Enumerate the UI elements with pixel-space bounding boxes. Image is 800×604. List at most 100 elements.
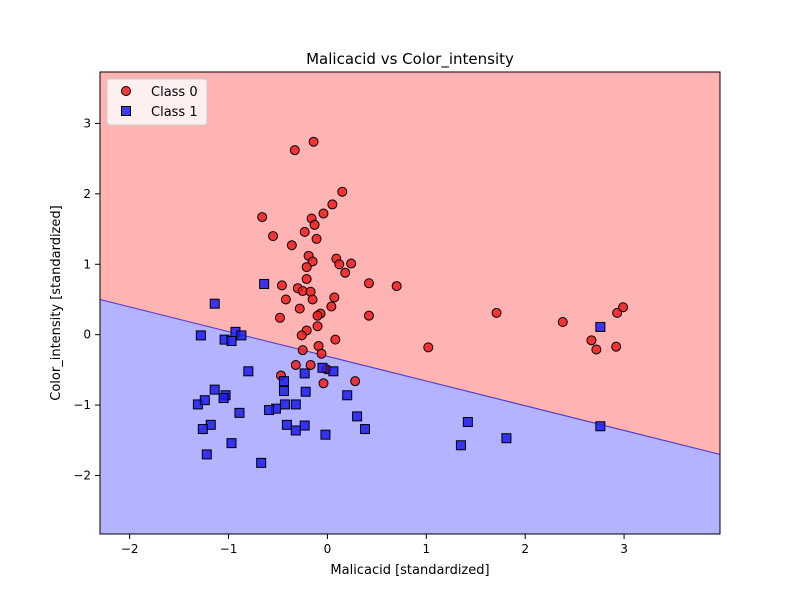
data-point-class-1 <box>209 384 220 395</box>
data-point-class-0 <box>318 378 329 389</box>
data-point-class-1 <box>209 298 220 309</box>
data-point-class-0 <box>327 199 338 210</box>
data-point-class-1 <box>328 366 339 377</box>
data-point-class-0 <box>423 342 434 353</box>
data-point-class-1 <box>360 424 371 435</box>
x-axis: −2 −1 0 1 2 3 <box>121 534 628 556</box>
data-point-class-0 <box>305 359 316 370</box>
data-point-class-0 <box>329 292 340 303</box>
x-tick-label: −1 <box>220 542 238 556</box>
data-point-class-0 <box>307 256 318 267</box>
data-point-class-1 <box>256 457 267 468</box>
data-point-class-0 <box>557 317 568 328</box>
region-class-1 <box>100 299 720 534</box>
data-point-class-1 <box>226 336 237 347</box>
legend-label-class-1: Class 1 <box>151 105 198 120</box>
data-point-class-1 <box>320 429 331 440</box>
data-point-class-0 <box>289 145 300 156</box>
data-point-class-0 <box>316 348 327 359</box>
data-point-class-0 <box>294 303 305 314</box>
legend-marker-class-0 <box>121 86 131 96</box>
data-point-class-0 <box>612 307 623 318</box>
decision-regions <box>100 72 720 534</box>
plot-frame <box>99 71 721 535</box>
data-point-class-1 <box>218 393 229 404</box>
data-point-class-0 <box>618 302 629 313</box>
data-point-class-1 <box>236 330 247 341</box>
data-point-class-0 <box>363 310 374 321</box>
data-point-class-1 <box>342 390 353 401</box>
data-point-class-1 <box>197 424 208 435</box>
data-point-class-0 <box>290 359 301 370</box>
data-point-class-0 <box>337 186 348 197</box>
data-point-class-1 <box>195 330 206 341</box>
data-point-class-0 <box>309 219 320 230</box>
data-point-class-0 <box>301 262 312 273</box>
data-point-class-1 <box>595 321 606 332</box>
data-point-class-0 <box>297 345 308 356</box>
legend-box <box>106 78 208 126</box>
data-point-class-1 <box>279 399 290 410</box>
y-tick-label: 3 <box>83 116 91 130</box>
data-point-class-1 <box>243 366 254 377</box>
data-point-class-1 <box>317 362 328 373</box>
data-point-class-0 <box>340 267 351 278</box>
data-point-class-1 <box>199 395 210 406</box>
data-point-class-0 <box>326 301 337 312</box>
x-tick-label: −2 <box>121 542 139 556</box>
data-point-class-0 <box>257 212 268 223</box>
data-point-class-0 <box>299 226 310 237</box>
x-tick-label: 1 <box>422 542 430 556</box>
data-point-class-1 <box>352 411 363 422</box>
data-point-class-1 <box>300 386 311 397</box>
data-point-class-0 <box>350 376 361 387</box>
y-tick-label: −1 <box>73 398 91 412</box>
data-point-class-1 <box>226 438 237 449</box>
data-point-class-0 <box>307 294 318 305</box>
data-points <box>192 136 629 468</box>
data-point-class-0 <box>363 278 374 289</box>
data-point-class-1 <box>201 449 212 460</box>
data-point-class-1 <box>290 399 301 410</box>
data-point-class-1 <box>462 417 473 428</box>
data-point-class-0 <box>308 136 319 147</box>
data-point-class-0 <box>611 341 622 352</box>
data-point-class-1 <box>501 433 512 444</box>
y-tick-label: −2 <box>73 469 91 483</box>
data-point-class-0 <box>330 334 341 345</box>
y-axis: −2 −1 0 1 2 3 <box>73 116 100 483</box>
y-tick-label: 0 <box>83 328 91 342</box>
data-point-class-0 <box>276 280 287 291</box>
data-point-class-1 <box>290 425 301 436</box>
data-point-class-0 <box>391 281 402 292</box>
data-point-class-0 <box>318 208 329 219</box>
data-point-class-0 <box>301 274 312 285</box>
y-tick-label: 1 <box>83 257 91 271</box>
boundary-line <box>100 298 720 455</box>
x-tick-label: 3 <box>620 542 628 556</box>
y-tick-label: 2 <box>83 187 91 201</box>
legend: Class 0 Class 1 <box>106 78 208 126</box>
decision-boundary <box>100 298 720 455</box>
data-point-class-0 <box>312 321 323 332</box>
data-point-class-0 <box>312 310 323 321</box>
data-point-class-1 <box>281 419 292 430</box>
data-point-class-1 <box>455 440 466 451</box>
data-point-class-0 <box>280 294 291 305</box>
legend-marker-class-1 <box>121 106 131 116</box>
data-point-class-0 <box>286 240 297 251</box>
data-point-class-0 <box>296 330 307 341</box>
data-point-class-1 <box>278 376 289 387</box>
data-point-class-0 <box>591 344 602 355</box>
x-tick-label: 2 <box>521 542 529 556</box>
data-point-class-1 <box>264 405 275 416</box>
data-point-class-1 <box>299 420 310 431</box>
y-axis-label: Color_intensity [standardized] <box>49 205 64 400</box>
data-point-class-1 <box>278 386 289 397</box>
data-point-class-0 <box>491 307 502 318</box>
data-point-class-0 <box>334 259 345 270</box>
region-class-0 <box>100 72 720 455</box>
data-point-class-1 <box>234 407 245 418</box>
